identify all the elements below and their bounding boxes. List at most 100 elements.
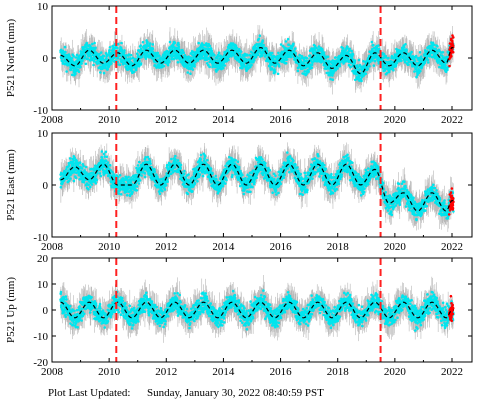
x-tick-label: 2014 (212, 114, 235, 126)
observation-point (326, 55, 330, 58)
observation-point (94, 46, 97, 50)
observation-point (86, 57, 89, 60)
y-tick-label: 10 (37, 1, 49, 13)
observation-point (353, 59, 357, 62)
observation-point (289, 55, 293, 59)
observation-point (257, 37, 261, 41)
observation-point (217, 51, 221, 54)
observation-point (210, 49, 213, 52)
observation-point (333, 59, 336, 63)
observation-point (112, 56, 116, 59)
observation-point (122, 51, 126, 54)
recent-point (448, 48, 451, 51)
observation-point (434, 47, 438, 51)
observation-point (353, 61, 357, 64)
observation-point (88, 59, 92, 62)
panel-2: 2008 2010 2012 2014 2016 2018 2020 2022-10010P5… (5, 128, 473, 253)
observation-point (261, 39, 265, 42)
observation-point (277, 51, 280, 55)
observation-point (370, 40, 374, 44)
observation-point (84, 62, 88, 66)
observation-point (414, 54, 418, 58)
observation-point (371, 43, 375, 47)
observation-point (278, 65, 281, 68)
x-tick-label: 2018 (327, 114, 350, 126)
observation-point (359, 77, 363, 81)
observation-point (299, 59, 303, 63)
observation-point (425, 56, 429, 60)
observation-point (336, 67, 339, 70)
observation-point (249, 65, 252, 69)
observation-point (151, 43, 155, 46)
observation-point (270, 67, 274, 70)
observation-point (90, 58, 94, 61)
observation-point (348, 47, 352, 51)
observation-point (202, 43, 206, 47)
observation-point (286, 37, 290, 41)
observation-point (273, 70, 277, 74)
observation-point (139, 47, 143, 51)
observation-point (322, 53, 326, 57)
observation-point (351, 53, 355, 56)
observation-point (77, 70, 81, 73)
observation-point (63, 45, 67, 49)
observation-point (395, 61, 399, 65)
observation-point (419, 57, 423, 60)
recent-point (450, 38, 453, 42)
observation-point (395, 47, 398, 51)
x-tick-label: 2016 (270, 114, 293, 126)
observation-point (237, 50, 240, 53)
observation-point (287, 43, 291, 47)
observation-point (279, 43, 283, 46)
observation-point (80, 62, 83, 65)
observation-point (377, 44, 380, 47)
observation-point (217, 54, 220, 58)
observation-point (325, 71, 329, 75)
observation-point (153, 64, 157, 67)
observation-point (350, 49, 354, 53)
observation-point (146, 40, 149, 44)
observation-point (98, 52, 101, 56)
observation-point (70, 57, 74, 60)
observation-point (139, 44, 142, 47)
observation-point (106, 54, 109, 57)
observation-point (358, 68, 361, 71)
observation-point (209, 47, 213, 50)
observation-point (65, 56, 69, 59)
observation-point (283, 54, 287, 57)
observation-point (74, 72, 77, 76)
observation-point (177, 43, 180, 46)
observation-point (428, 53, 432, 57)
observation-point (347, 63, 351, 67)
plot-area (59, 6, 455, 110)
observation-point (258, 34, 262, 37)
observation-point (292, 42, 295, 46)
observation-point (83, 55, 87, 59)
observation-point (120, 48, 124, 52)
observation-point (372, 64, 376, 67)
observation-point (84, 45, 87, 48)
observation-point (446, 68, 449, 72)
y-tick-label: 0 (43, 53, 49, 65)
observation-point (75, 53, 79, 57)
observation-point (79, 65, 82, 69)
observation-point (138, 59, 141, 63)
observation-point (390, 54, 394, 58)
observation-point (208, 65, 211, 69)
observation-point (137, 61, 140, 65)
observation-point (256, 53, 260, 57)
observation-point (268, 51, 272, 55)
observation-point (432, 43, 436, 47)
observation-point (405, 49, 409, 52)
observation-point (148, 44, 151, 48)
observation-point (69, 68, 73, 72)
observation-point (106, 67, 109, 71)
observation-point (346, 57, 350, 61)
observation-point (147, 54, 150, 57)
observation-point (118, 63, 122, 67)
observation-point (129, 53, 133, 57)
observation-point (441, 54, 444, 57)
observation-point (333, 56, 337, 59)
observation-point (205, 62, 209, 65)
